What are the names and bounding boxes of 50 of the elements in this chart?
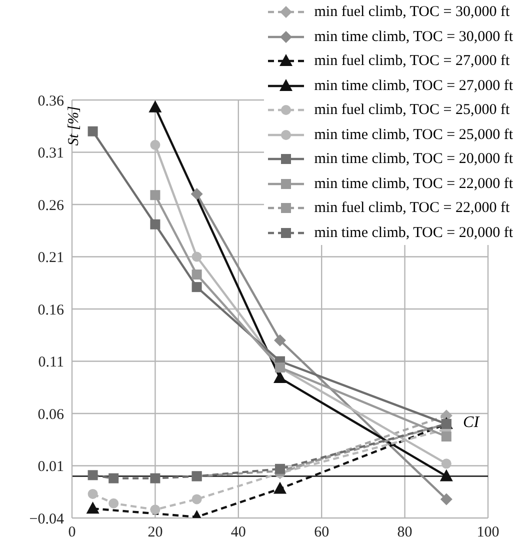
x-axis-title: CI	[463, 414, 480, 432]
legend-label: min fuel climb, TOC = 25,000 ft	[314, 101, 510, 120]
point	[192, 252, 202, 262]
y-axis-title: St [%]	[66, 106, 83, 146]
point	[148, 100, 162, 112]
legend-label: min time climb, TOC = 20,000 ft	[314, 150, 513, 169]
y-tick-label: 0.01	[38, 459, 64, 476]
x-tick-label: 60	[314, 524, 330, 541]
point	[440, 469, 453, 482]
legend-label: min time climb, TOC = 25,000 ft	[314, 126, 513, 144]
legend-label: min time climb, TOC = 22,000 ft	[314, 174, 513, 194]
x-tick-label: 20	[148, 524, 163, 541]
x-tick-label: 80	[397, 524, 412, 541]
y-tick-label: 0.21	[38, 250, 64, 266]
point	[150, 219, 160, 230]
y-tick-label: 0.11	[38, 354, 64, 371]
point	[441, 458, 452, 469]
legend-label: min time climb, TOC = 30,000 ft	[314, 28, 513, 46]
y-tick-label: −0.04	[29, 511, 64, 528]
point	[108, 498, 119, 508]
point	[190, 188, 203, 200]
point	[192, 494, 202, 504]
legend-label: min fuel climb, TOC = 22,000 ft	[314, 199, 510, 218]
point	[274, 482, 286, 494]
point	[441, 431, 452, 442]
point	[150, 504, 160, 515]
point	[192, 282, 202, 292]
x-tick-label: 100	[476, 524, 500, 541]
y-tick-label: 0.31	[38, 146, 64, 162]
point	[150, 190, 160, 200]
point	[108, 473, 119, 484]
y-tick-label: 0.06	[38, 406, 64, 423]
point	[274, 334, 286, 346]
legend-label: min time climb, TOC = 20,000 ft	[314, 224, 513, 242]
point	[88, 470, 98, 480]
point	[86, 502, 100, 514]
y-tick-label: 0.36	[38, 93, 64, 110]
point	[150, 140, 160, 150]
x-tick-label: 40	[230, 524, 246, 541]
legend-label: min fuel climb, TOC = 27,000 ft	[314, 52, 510, 71]
point	[192, 270, 202, 280]
point	[88, 126, 98, 136]
point	[88, 488, 98, 499]
legend-label: min time climb, TOC = 27,000 ft	[314, 76, 513, 96]
y-tick-label: 0.26	[38, 198, 64, 214]
point	[440, 493, 452, 506]
y-tick-label: 0.16	[38, 302, 64, 318]
legend-label: min fuel climb, TOC = 30,000 ft	[314, 3, 510, 22]
point	[150, 473, 160, 484]
x-tick-label: 0	[68, 524, 76, 541]
